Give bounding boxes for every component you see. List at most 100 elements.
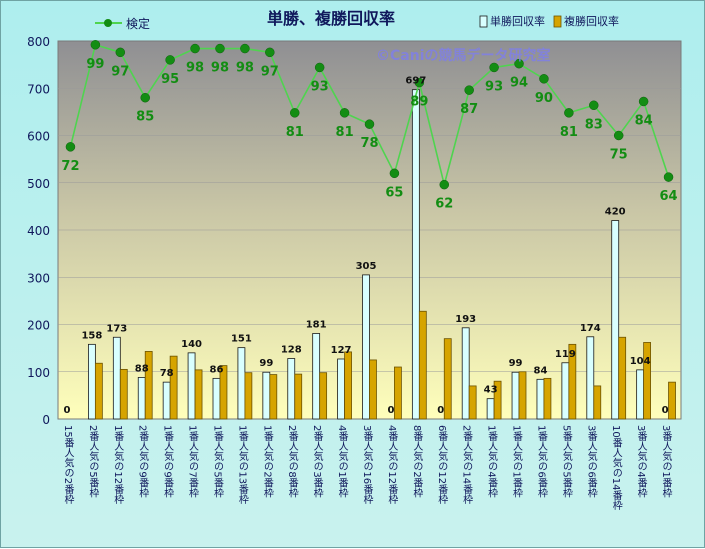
bar-fukusho: [418, 310, 427, 420]
line-point: [314, 62, 325, 73]
line-value-label: 65: [385, 185, 403, 200]
line-point: [638, 96, 649, 107]
watermark: ©Caniの競馬データ研究室: [376, 47, 551, 64]
bar-tansho: [137, 377, 146, 420]
x-tick-label: 5番人気の5番枠: [560, 425, 572, 499]
line-point: [289, 108, 300, 118]
x-tick-label: 3番人気の6番枠: [585, 425, 597, 499]
bar-tansho: [411, 89, 420, 420]
bar-value-label: 127: [331, 345, 352, 356]
y-tick-label: 0: [42, 413, 50, 427]
bar-fukusho: [394, 366, 402, 420]
bar-fukusho: [219, 365, 228, 420]
x-tick-label: 1番人気の4番枠: [486, 425, 498, 499]
bar-tansho: [312, 333, 321, 420]
bar-tansho: [212, 377, 221, 420]
y-tick-label: 500: [27, 177, 50, 191]
bar-tansho: [88, 343, 96, 420]
line-value-label: 93: [311, 79, 329, 94]
bar-fukusho: [94, 362, 103, 420]
bar-value-label: 99: [509, 358, 523, 369]
line-value-label: 87: [460, 102, 478, 117]
bar-value-label: 84: [533, 365, 547, 376]
bar-fukusho: [319, 372, 328, 420]
line-point: [564, 108, 574, 118]
line-point: [389, 168, 400, 179]
line-value-label: 89: [410, 95, 428, 110]
x-tick-label: 1番人気の5番枠: [211, 425, 223, 499]
bar-fukusho: [543, 377, 552, 420]
bar-tansho: [287, 358, 296, 420]
x-tick-label: 2番人気の5番枠: [87, 425, 99, 499]
legend-marker-swatch: [104, 19, 112, 27]
line-value-label: 72: [61, 159, 79, 174]
y-tick-label: 300: [27, 271, 50, 285]
bar-fukusho: [493, 380, 502, 420]
x-tick-label: 1番人気の9番枠: [162, 425, 174, 499]
line-point: [190, 43, 200, 54]
line-point: [414, 77, 425, 88]
bar-value-label: 78: [160, 368, 174, 379]
line-point: [663, 172, 674, 182]
bar-fukusho: [169, 355, 178, 420]
bar-value-label: 86: [210, 364, 224, 375]
bar-fukusho: [443, 338, 452, 420]
line-value-label: 81: [286, 125, 304, 140]
bar-tansho: [362, 274, 370, 420]
line-point: [339, 108, 350, 118]
y-tick-label: 200: [27, 319, 50, 333]
line-value-label: 97: [111, 64, 129, 79]
y-tick-label: 700: [27, 82, 50, 96]
bar-fukusho: [119, 368, 128, 420]
bar-tansho: [486, 398, 495, 420]
x-tick-label: 10番人気の14番枠: [610, 425, 622, 511]
bar-tansho: [112, 336, 121, 420]
bar-value-label: 305: [356, 261, 377, 272]
bar-fukusho: [518, 371, 527, 420]
y-tick-label: 100: [27, 366, 50, 380]
legend-bar2-swatch: [553, 15, 562, 28]
bar-value-label: 0: [63, 405, 70, 416]
x-tick-label: 3番人気の16番枠: [361, 425, 373, 505]
chart-title: 単勝、複勝回収率: [267, 9, 395, 28]
x-tick-label: 1番人気の13番枠: [236, 425, 248, 505]
legend-bar2-label: 複勝回収率: [564, 14, 619, 28]
line-point: [489, 62, 499, 73]
bar-tansho: [536, 378, 545, 420]
legend: 検定 単勝回収率 複勝回収率: [95, 14, 619, 31]
x-tick-label: 1番人気の2番枠: [261, 425, 273, 499]
line-point: [115, 47, 126, 58]
line-point: [613, 130, 624, 141]
x-tick-label: 6番人気の12番枠: [436, 425, 448, 505]
x-tick-label: 15番人気の2番枠: [62, 425, 74, 505]
line-value-label: 90: [535, 91, 553, 106]
line-point: [514, 58, 524, 69]
bar-fukusho: [643, 342, 651, 420]
x-tick-label: 4番人気の1番枠: [336, 425, 348, 499]
bar-tansho: [611, 220, 620, 420]
line-point: [464, 85, 474, 95]
bar-fukusho: [344, 351, 352, 420]
x-tick-label: 2番人気の3番枠: [311, 425, 323, 499]
bar-fukusho: [618, 336, 627, 420]
line-point: [539, 74, 549, 84]
legend-bar1-label: 単勝回収率: [490, 14, 545, 28]
line-value-label: 64: [659, 189, 677, 204]
bar-fukusho: [568, 343, 577, 420]
bar-value-label: 104: [630, 356, 651, 367]
y-tick-label: 400: [27, 224, 50, 238]
bar-tansho: [511, 371, 520, 420]
line-value-label: 81: [336, 125, 354, 140]
bar-fukusho: [668, 381, 676, 420]
x-tick-label: 2番人気の8番枠: [286, 425, 298, 499]
x-tick-label: 3番人気の1番枠: [660, 425, 672, 499]
bar-value-label: 119: [555, 349, 576, 360]
line-point: [364, 119, 375, 129]
bar-tansho: [237, 347, 246, 420]
x-tick-label: 1番人気の7番枠: [187, 425, 199, 499]
legend-line-label: 検定: [126, 16, 150, 31]
line-point: [589, 100, 599, 111]
line-point: [240, 43, 250, 54]
x-tick-label: 1番人気の12番枠: [112, 425, 124, 505]
bar-tansho: [561, 362, 570, 420]
